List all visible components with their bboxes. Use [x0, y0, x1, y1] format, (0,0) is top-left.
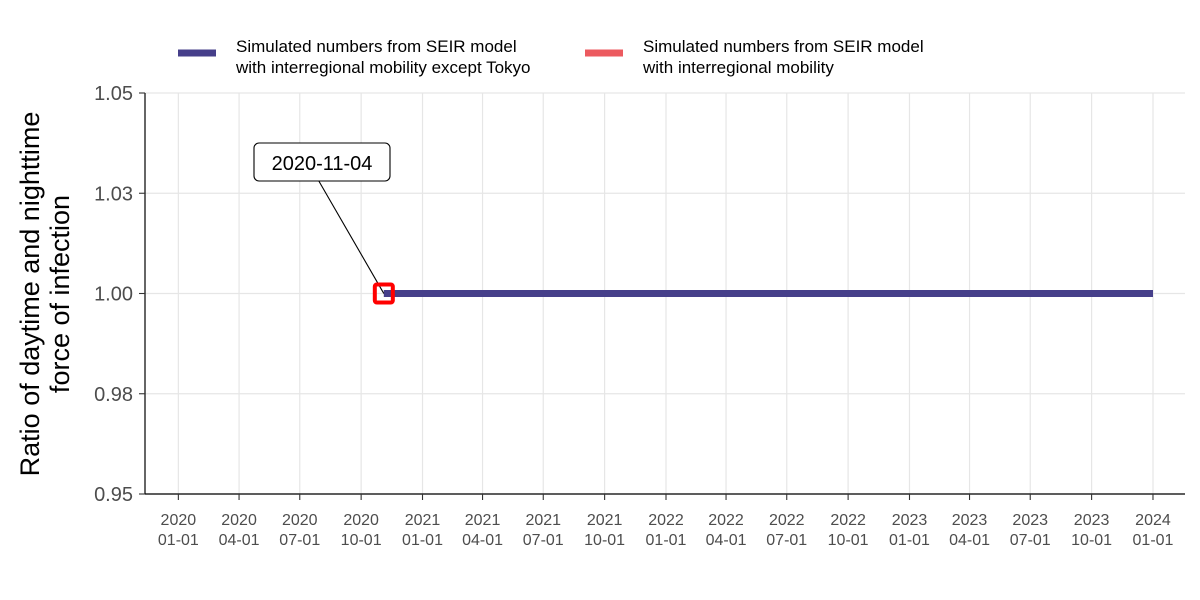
- x-tick-label: 2020 04-01: [219, 512, 260, 549]
- x-tick-label: 2023 01-01: [889, 512, 930, 549]
- x-tick-label: 2020 01-01: [158, 512, 199, 549]
- annotation-leader-line: [318, 180, 385, 294]
- legend-label-1: Simulated numbers from SEIR model with in…: [642, 37, 924, 77]
- annotation-marker: [372, 282, 395, 305]
- x-tick-label: 2022 10-01: [828, 512, 869, 549]
- x-tick-label: 2023 07-01: [1010, 512, 1051, 549]
- annotation-label-box: [253, 142, 391, 182]
- legend: Simulated numbers from SEIR model with in…: [178, 37, 924, 77]
- x-tick-label: 2022 01-01: [646, 512, 687, 549]
- y-tick-label: 1.03: [94, 183, 133, 205]
- y-tick-label: 0.98: [94, 384, 133, 406]
- x-tick-label: 2021 10-01: [584, 512, 625, 549]
- x-tick-label: 2021 01-01: [402, 512, 443, 549]
- x-tick-label: 2024 01-01: [1133, 512, 1174, 549]
- x-tick-label: 2021 07-01: [523, 512, 564, 549]
- x-tick-label: 2022 07-01: [766, 512, 807, 549]
- legend-label-0: Simulated numbers from SEIR model with in…: [235, 37, 531, 77]
- x-tick-label: 2023 04-01: [949, 512, 990, 549]
- y-axis-ticks: 0.95 0.98 1.00 1.03 1.05: [94, 83, 145, 506]
- x-tick-label: 2020 10-01: [341, 512, 382, 549]
- y-tick-label: 1.00: [94, 284, 133, 306]
- y-axis-title: Ratio of daytime and nighttimeforce of i…: [15, 112, 75, 477]
- x-tick-label: 2020 07-01: [279, 512, 320, 549]
- x-tick-label: 2023 10-01: [1071, 512, 1112, 549]
- annotation-layer: 2020-11-04: [253, 142, 395, 305]
- y-axis-title-text: Ratio of daytime and nighttimeforce of i…: [15, 112, 75, 477]
- annotation-label: 2020-11-04: [272, 153, 373, 175]
- x-tick-label: 2021 04-01: [462, 512, 503, 549]
- x-tick-label: 2022 04-01: [706, 512, 747, 549]
- y-tick-label: 0.95: [94, 484, 133, 506]
- y-tick-label: 1.05: [94, 83, 133, 105]
- x-axis-ticks: 2020 01-01 2020 04-01 2020 07-01 2020 10-01 2021…: [158, 494, 1174, 549]
